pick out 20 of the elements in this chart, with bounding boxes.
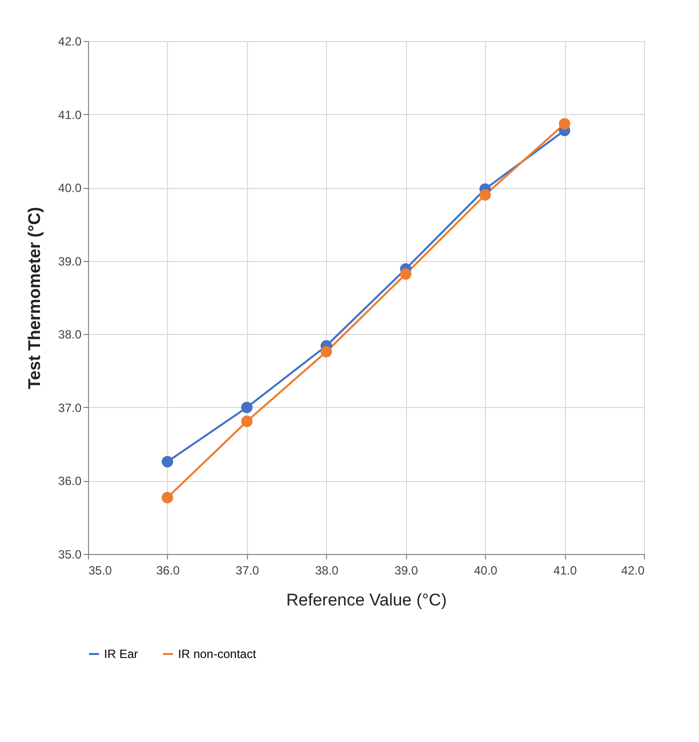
x-tick-label: 39.0 [394,564,418,578]
y-tick-label: 39.0 [58,254,82,268]
legend-label: IR Ear [104,647,138,661]
x-axis-title: Reference Value (°C) [286,590,447,610]
x-tick-label: 41.0 [553,564,578,578]
y-tick-label: 36.0 [58,474,82,488]
x-tick-label: 42.0 [621,564,645,578]
y-tick-label: 40.0 [58,181,82,196]
y-tick-label: 42.0 [58,34,82,48]
y-axis-title: Test Thermometer (°C) [25,206,44,390]
x-tick-label: 38.0 [315,564,339,578]
y-tick-label: 41.0 [58,108,82,122]
x-tick-label: 35.0 [88,564,112,578]
x-tick-label: 40.0 [474,564,498,578]
y-tick-label: 38.0 [58,328,82,342]
x-tick-label: 37.0 [236,564,260,578]
legend-label: IR non-contact [178,647,257,661]
y-tick-label: 35.0 [58,548,82,562]
y-tick-label: 37.0 [58,400,82,415]
x-tick-label: 36.0 [156,564,180,578]
